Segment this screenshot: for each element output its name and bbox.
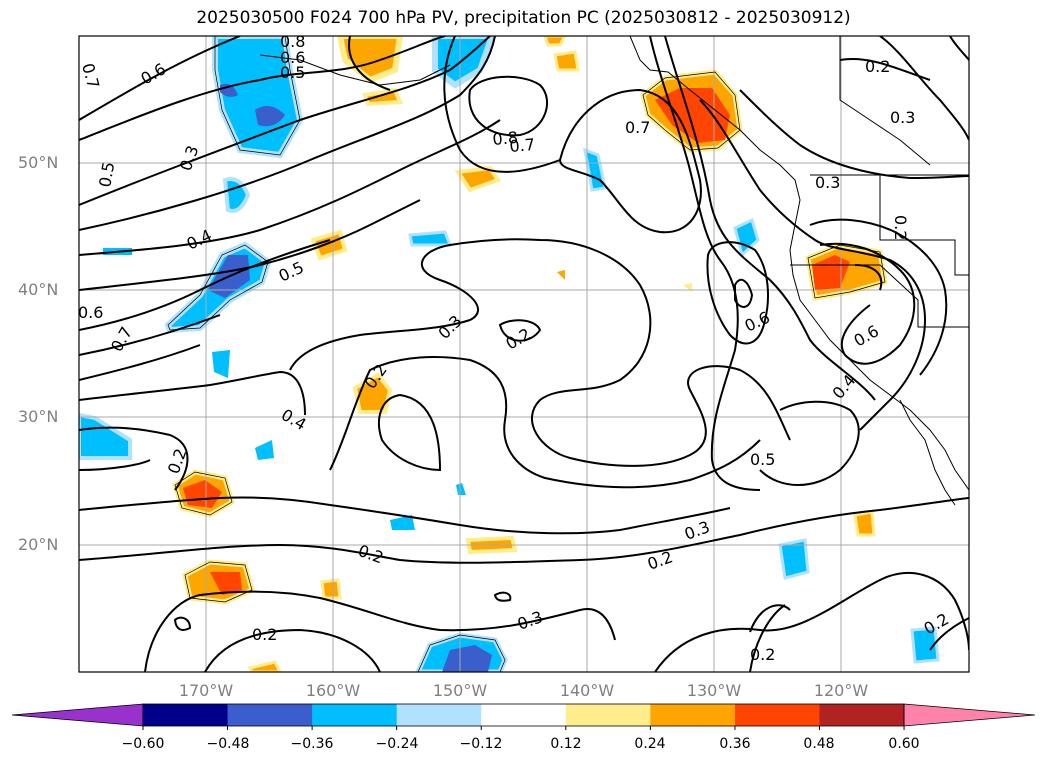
lat-label-20n: 20°N [18,535,59,554]
contour-label: 0.6 [280,48,305,67]
colorbar-tick: −0.36 [290,736,334,752]
colorbar-tick: 0.24 [634,736,666,752]
colorbar-bin [565,704,651,726]
lat-label-30n: 30°N [18,407,59,426]
colorbar-tick: 0.36 [719,736,751,752]
colorbar-bin [396,704,482,726]
lat-label-40n: 40°N [18,280,59,299]
colorbar-tick: −0.60 [121,736,165,752]
contour-label: 0.5 [280,63,305,82]
colorbar-tick: −0.48 [206,736,250,752]
colorbar-extend-min [11,703,144,727]
colorbar [11,703,1036,730]
lon-label-150w: 150°W [432,681,488,700]
colorbar-bin [143,704,229,726]
map-frame [78,35,970,673]
lon-label-160w: 160°W [305,681,361,700]
colorbar-bin [650,704,736,726]
contour-label: 0.7 [509,135,536,156]
contour-label: 0.5 [750,450,775,469]
colorbar-bin [312,704,398,726]
lon-label-140w: 140°W [559,681,615,700]
colorbar-outline [142,703,905,727]
contour-label: 0.5 [95,160,118,188]
colorbar-tick: −0.24 [375,736,419,752]
contour-label: 0.7 [625,118,650,137]
colorbar-tick: −0.12 [459,736,503,752]
colorbar-tick: 0.48 [803,736,835,752]
contour-label: 0.2 [750,645,775,664]
contour-label: 0.8 [280,32,305,51]
colorbar-bin [819,704,905,726]
colorbar-bin [734,704,820,726]
contour-label: 0.2 [252,625,277,644]
contour-label: 0.8 [492,128,519,149]
lat-label-50n: 50°N [18,153,59,172]
contour-label: 0.2 [891,215,910,240]
colorbar-tick: 0.60 [888,736,920,752]
shading-outlines [167,36,886,672]
pv-contours [79,36,969,672]
lon-label-170w: 170°W [178,681,234,700]
contour-label: 0.6 [78,303,103,322]
colorbar-tick: 0.12 [550,736,582,752]
graticule [79,36,969,672]
colorbar-extend-max [903,703,1036,727]
colorbar-bin [227,704,313,726]
contour-label: 0.3 [890,108,915,127]
colorbar-bin [481,704,567,726]
lon-label-120w: 120°W [813,681,869,700]
map-plot-area: 0.70.80.60.50.60.30.50.40.50.60.70.20.40… [78,32,969,672]
contour-label: 0.2 [865,57,890,76]
contour-label: 0.3 [815,173,840,192]
lon-label-130w: 130°W [686,681,742,700]
chart-title: 2025030500 F024 700 hPa PV, precipitatio… [196,8,851,28]
